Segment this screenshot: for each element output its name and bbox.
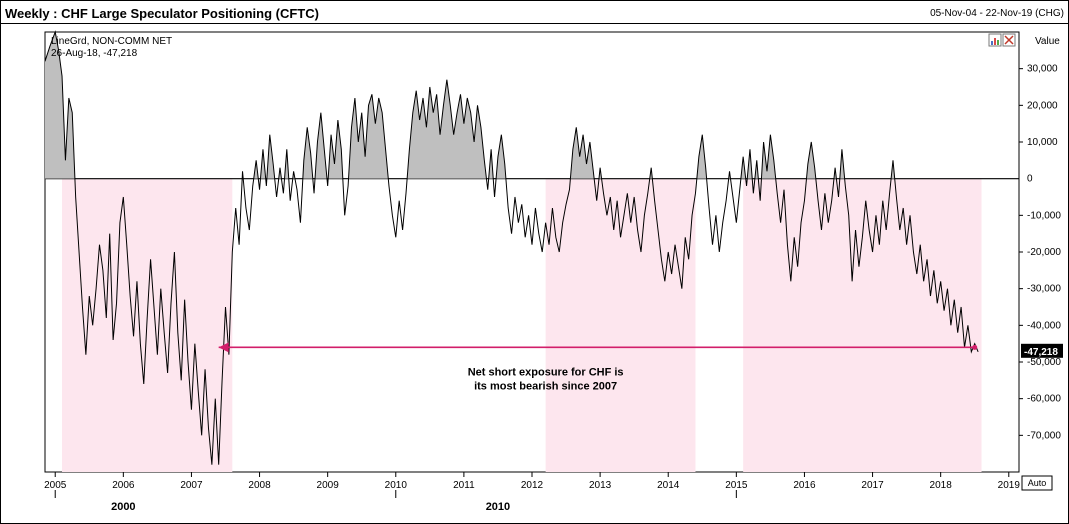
chart-toggle-icon[interactable] (991, 41, 993, 45)
y-tick-label: 0 (1027, 174, 1033, 185)
y-tick-label: 30,000 (1027, 64, 1058, 75)
positive-area (45, 32, 895, 179)
x-tick-label: 2015 (725, 480, 748, 491)
legend-line2: 26-Aug-18, -47,218 (51, 48, 138, 59)
chart-toggle-icon[interactable] (994, 38, 996, 45)
last-value-label: -47,218 (1024, 347, 1058, 358)
x-tick-label: 2019 (998, 480, 1021, 491)
annotation-text-line1: Net short exposure for CHF is (468, 366, 624, 378)
x-tick-label: 2013 (589, 480, 612, 491)
x-tick-label: 2006 (112, 480, 135, 491)
y-tick-label: 10,000 (1027, 137, 1058, 148)
date-range: 05-Nov-04 - 22-Nov-19 (CHG) (930, 8, 1064, 19)
chart-title: Weekly : CHF Large Speculator Positionin… (5, 6, 319, 21)
x-tick-label: 2017 (861, 480, 884, 491)
auto-button-label[interactable]: Auto (1028, 478, 1047, 488)
y-tick-label: -50,000 (1027, 357, 1061, 368)
y-tick-label: -40,000 (1027, 320, 1061, 331)
y-tick-label: -70,000 (1027, 430, 1061, 441)
y-tick-label: -30,000 (1027, 284, 1061, 295)
y-tick-label: -60,000 (1027, 394, 1061, 405)
annotation-arrow-origin (972, 345, 977, 350)
title-bar: Weekly : CHF Large Speculator Positionin… (3, 3, 1066, 23)
chart-window: Weekly : CHF Large Speculator Positionin… (0, 0, 1069, 524)
x-tick-label: 2016 (793, 480, 816, 491)
x-tick-label: 2018 (930, 480, 953, 491)
decade-label: 2010 (486, 501, 510, 513)
decade-label: 2000 (111, 501, 135, 513)
x-tick-label: 2008 (248, 480, 271, 491)
bearish-zone (743, 179, 981, 472)
x-tick-label: 2012 (521, 480, 544, 491)
x-tick-label: 2005 (44, 480, 67, 491)
y-axis-label: Value (1035, 36, 1060, 47)
y-tick-label: 20,000 (1027, 100, 1058, 111)
x-tick-label: 2014 (657, 480, 680, 491)
y-tick-label: -20,000 (1027, 247, 1061, 258)
chart-toggle-icon[interactable] (997, 40, 999, 45)
legend-line1: LineGrd, NON-COMM NET (51, 36, 172, 47)
x-tick-label: 2009 (317, 480, 340, 491)
bearish-zone (546, 179, 696, 472)
y-tick-label: -10,000 (1027, 210, 1061, 221)
annotation-text-line2: its most bearish since 2007 (474, 380, 617, 392)
x-tick-label: 2007 (180, 480, 203, 491)
x-tick-label: 2011 (453, 480, 475, 491)
x-tick-label: 2010 (385, 480, 408, 491)
chart-area: 30,000 20,000 10,000 0 -10,000 -20,000 -30,000… (1, 24, 1068, 523)
